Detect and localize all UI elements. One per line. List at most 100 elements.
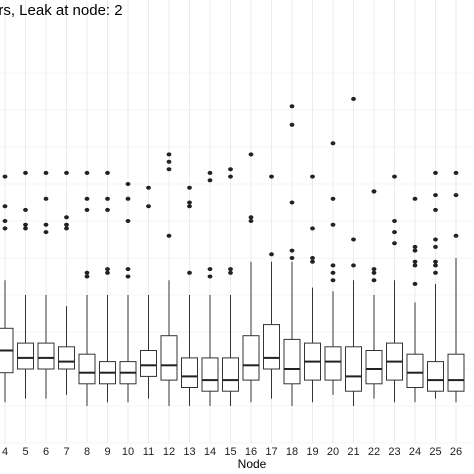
outlier-point [187,200,192,205]
x-axis-label: Node [238,457,267,471]
x-tick-label: 21 [347,446,359,458]
outlier-point [289,256,295,260]
outlier-point [392,230,397,235]
box-iqr [406,353,424,389]
outlier-point [228,174,233,179]
box-node-6 [37,170,55,399]
box-iqr [17,342,34,370]
outlier-point [105,270,110,275]
x-tick-label: 7 [63,446,69,458]
box-iqr [78,353,96,385]
outlier-point [125,274,131,279]
outlier-point [166,167,172,172]
outlier-point [43,222,49,227]
outlier-point [23,170,28,175]
outlier-point [207,267,213,272]
outlier-point [166,159,172,164]
box-node-13 [181,185,198,406]
outlier-point [105,267,110,272]
outlier-point [207,178,213,183]
outlier-point [433,270,438,275]
outlier-point [351,263,356,268]
box-node-14 [201,170,219,406]
outlier-point [248,215,254,220]
box-iqr [242,335,260,381]
box-node-26 [447,170,465,403]
x-tick-label: 11 [143,446,154,458]
outlier-point [146,204,151,209]
outlier-point [207,274,213,279]
x-tick-label: 18 [286,446,298,458]
x-tick-label: 9 [104,446,110,458]
outlier-point [84,270,90,275]
outlier-point [371,278,377,283]
x-tick-label: 24 [409,446,421,458]
x-tick-label: 14 [204,446,216,458]
x-tick-label: 19 [306,446,318,458]
outlier-point [330,222,336,227]
outlier-point [453,170,459,175]
outlier-point [330,270,336,275]
outlier-point [248,152,254,157]
outlier-point [412,259,418,264]
outlier-point [2,219,8,223]
outlier-point [125,182,131,186]
outlier-point [412,244,418,249]
box-layer [0,96,465,406]
box-iqr [140,350,157,377]
outlier-point [43,170,49,175]
outlier-point [23,207,28,212]
outlier-point [84,274,90,279]
outlier-point [64,222,69,227]
outlier-point [310,226,315,231]
outlier-point [351,96,356,101]
outlier-point [125,267,131,272]
outlier-point [166,152,172,157]
x-tick-label: 5 [22,446,28,458]
outlier-point [453,193,459,198]
outlier-point [412,281,418,286]
outlier-point [228,167,233,172]
x-tick-label: 8 [84,446,90,458]
outlier-point [228,267,233,272]
box-node-11 [140,185,157,399]
x-tick-label: 22 [368,446,380,458]
outlier-point [23,226,28,231]
outlier-point [433,170,438,175]
outlier-point [351,237,356,242]
outlier-point [371,267,377,272]
box-node-20 [324,141,342,395]
box-iqr [345,346,362,392]
x-tick-labels: 4 5 6 7 8 9 10 11 12 13 14 15 16 17 18 19 20 21 22 23 24 25 26 [2,446,462,458]
outlier-point [412,248,418,253]
outlier-point [289,200,295,205]
box-iqr [58,346,75,370]
outlier-point [187,185,192,190]
outlier-point [453,233,459,238]
box-node-19 [304,174,321,403]
box-iqr [447,353,465,392]
outlier-point [105,207,110,212]
outlier-point [330,141,336,146]
box-node-5 [17,170,34,399]
outlier-point [412,263,418,268]
outlier-point [64,170,69,175]
x-tick-label: 16 [245,446,257,458]
box-iqr [160,335,178,381]
x-tick-label: 10 [122,446,134,458]
x-tick-label: 20 [327,446,339,458]
outlier-point [166,233,172,238]
outlier-point [392,241,397,246]
outlier-point [64,215,69,220]
outlier-point [125,196,131,201]
box-iqr [324,346,342,381]
x-tick-label: 17 [265,446,277,458]
outlier-point [84,207,90,212]
box-node-16 [242,152,260,403]
outlier-point [433,259,438,264]
outlier-point [433,207,438,212]
outlier-point [433,263,438,268]
box-iqr [222,357,239,392]
box-node-7 [58,170,75,395]
